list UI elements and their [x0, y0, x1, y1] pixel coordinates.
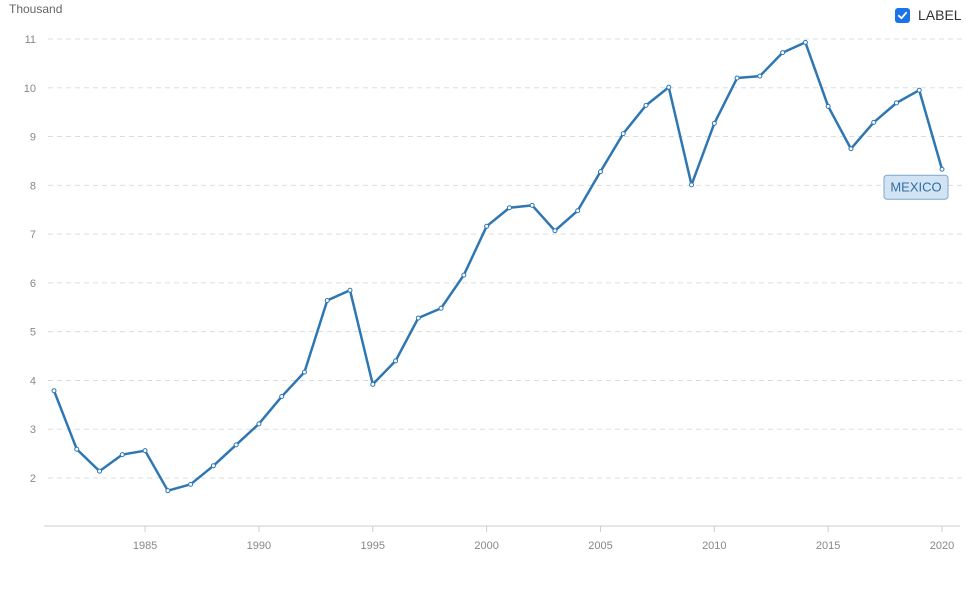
series-tag-box — [883, 174, 949, 200]
x-tick-label: 2015 — [816, 540, 840, 552]
data-point — [210, 463, 216, 469]
data-point — [347, 287, 353, 293]
data-point — [757, 73, 763, 79]
data-point — [119, 452, 125, 458]
data-point — [370, 381, 376, 387]
data-point — [643, 102, 649, 108]
data-point — [689, 182, 695, 188]
data-point — [97, 468, 103, 474]
data-point — [506, 205, 512, 211]
data-point — [484, 223, 490, 229]
x-tick-label: 2010 — [702, 540, 726, 552]
series-line — [52, 41, 944, 492]
data-point — [711, 120, 717, 126]
y-tick-label: 2 — [30, 473, 36, 485]
data-point — [620, 131, 626, 137]
data-point — [802, 39, 808, 45]
x-tick-label: 1985 — [133, 540, 157, 552]
y-tick-label: 9 — [30, 132, 36, 144]
data-point — [188, 481, 194, 487]
x-tick-label: 1990 — [247, 540, 271, 552]
data-point — [233, 442, 239, 448]
data-point — [916, 87, 922, 93]
data-point — [848, 146, 854, 152]
data-point — [734, 75, 740, 81]
label-toggle[interactable]: LABEL — [895, 7, 962, 23]
data-point — [51, 388, 57, 394]
data-point — [279, 394, 285, 400]
data-point — [893, 100, 899, 106]
y-tick-label: 10 — [24, 83, 36, 95]
data-point — [461, 272, 467, 278]
grid-lines — [48, 38, 962, 479]
data-point — [939, 166, 945, 172]
x-axis: 1985 1990 1995 2000 2005 2010 2015 2020 — [44, 525, 960, 552]
series-label-tag[interactable]: MEXICO — [883, 174, 949, 200]
data-point — [575, 208, 581, 214]
data-point — [825, 103, 831, 109]
data-point — [142, 448, 148, 454]
x-tick-label: 2020 — [930, 540, 954, 552]
checkmark-icon — [897, 11, 908, 19]
y-tick-label: 3 — [30, 424, 36, 436]
data-point — [301, 369, 307, 375]
data-point — [256, 421, 262, 427]
data-point — [871, 119, 877, 125]
label-toggle-text: LABEL — [918, 7, 962, 23]
data-point — [529, 202, 535, 208]
y-tick-label: 6 — [30, 278, 36, 290]
data-point — [438, 305, 444, 311]
data-point — [552, 228, 558, 234]
series-mexico — [51, 39, 945, 494]
y-tick-label: 5 — [30, 327, 36, 339]
y-axis: 2 3 4 5 6 7 8 9 10 11 — [24, 34, 36, 485]
y-tick-label: 4 — [30, 375, 36, 387]
data-point — [74, 446, 80, 452]
x-tick-label: 1995 — [361, 540, 385, 552]
y-tick-label: 11 — [25, 34, 36, 46]
data-point — [165, 488, 171, 494]
data-point — [780, 50, 786, 56]
data-point — [324, 297, 330, 303]
y-tick-label: 8 — [30, 180, 36, 192]
data-point — [393, 358, 399, 364]
label-checkbox[interactable] — [895, 7, 910, 23]
series-tag-text: MEXICO — [890, 180, 941, 195]
x-tick-label: 2000 — [474, 540, 498, 552]
data-point — [597, 169, 603, 175]
y-axis-unit-label: Thousand — [9, 2, 62, 16]
data-point — [415, 315, 421, 321]
data-point — [666, 84, 672, 90]
x-tick-label: 2005 — [588, 540, 612, 552]
y-tick-label: 7 — [30, 229, 36, 241]
